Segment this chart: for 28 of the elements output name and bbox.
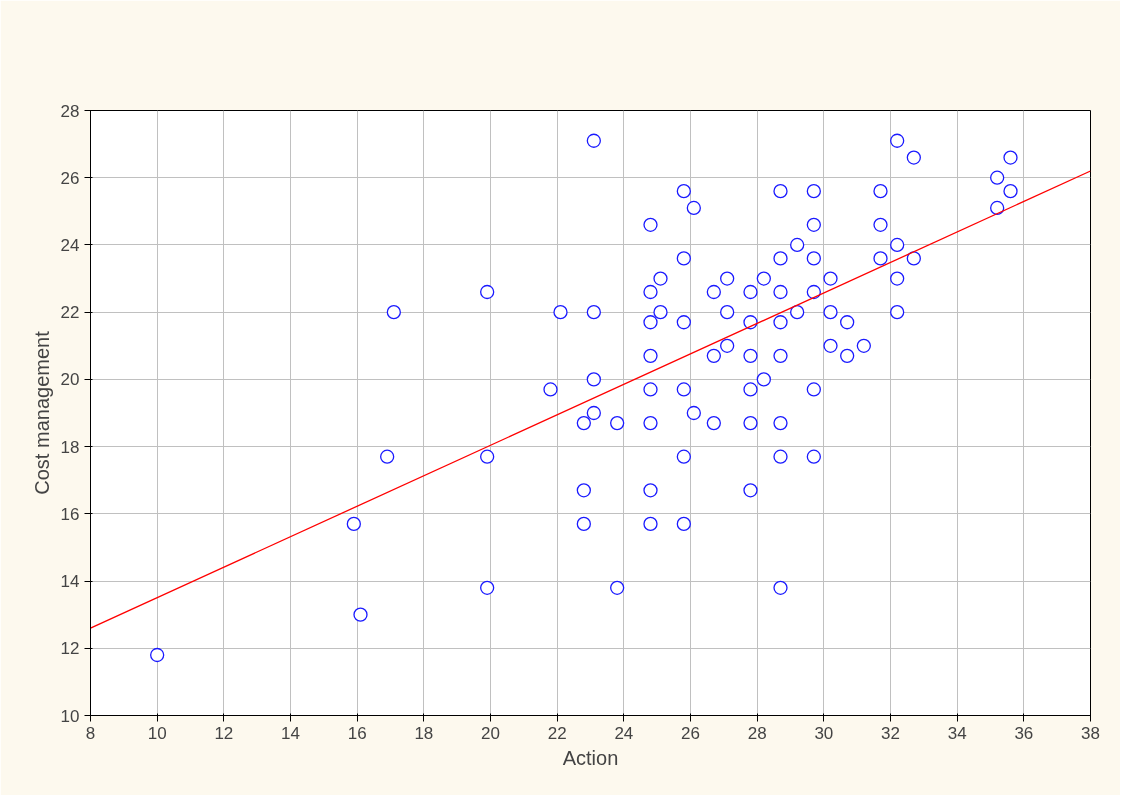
x-tick-label: 34 xyxy=(947,723,967,743)
x-tick-label: 26 xyxy=(681,723,700,743)
x-tick-label: 8 xyxy=(85,723,96,743)
x-tick-label: 20 xyxy=(481,723,500,743)
x-tick-label: 12 xyxy=(214,723,234,743)
y-axis-title: Cost management xyxy=(30,330,53,495)
x-tick-label: 10 xyxy=(147,723,167,743)
y-tick-label: 14 xyxy=(60,572,80,592)
y-tick-label: 10 xyxy=(60,706,80,726)
y-tick-label: 12 xyxy=(60,639,80,659)
y-tick-label: 20 xyxy=(60,370,80,390)
x-tick-label: 38 xyxy=(1081,723,1100,743)
x-tick-label: 36 xyxy=(1014,723,1034,743)
y-tick-label: 22 xyxy=(60,303,80,323)
x-tick-label: 22 xyxy=(547,723,567,743)
x-tick-label: 30 xyxy=(814,723,834,743)
y-tick-label: 18 xyxy=(60,437,80,457)
x-tick-label: 14 xyxy=(281,723,300,743)
x-tick-label: 18 xyxy=(414,723,434,743)
y-tick-label: 16 xyxy=(60,504,80,524)
x-tick-label: 32 xyxy=(881,723,900,743)
y-tick-label: 28 xyxy=(60,101,80,121)
y-tick-label: 24 xyxy=(60,235,80,255)
y-tick-label: 26 xyxy=(60,168,80,188)
x-tick-label: 16 xyxy=(347,723,367,743)
x-tick-label: 24 xyxy=(614,723,634,743)
x-axis-title: Action xyxy=(562,746,619,769)
x-tick-label: 28 xyxy=(747,723,767,743)
